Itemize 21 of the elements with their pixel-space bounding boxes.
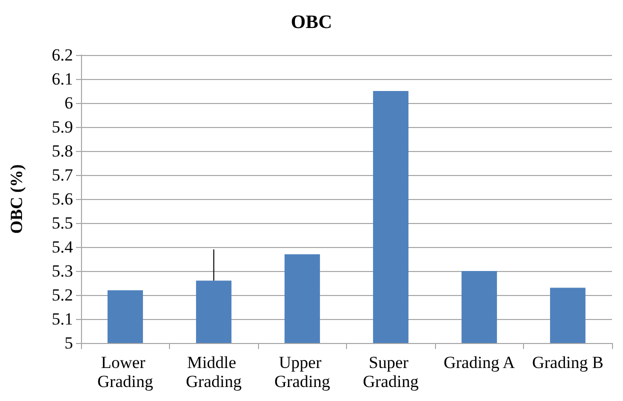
x-tick-label: Super Grading (362, 353, 420, 391)
y-tick-label: 5.3 (52, 262, 73, 280)
y-tick-label: 5.4 (52, 238, 74, 256)
x-tick-label: Middle Grading (186, 353, 242, 391)
y-tick-label: 5.5 (52, 214, 73, 232)
y-tick-label: 5.7 (52, 166, 74, 184)
y-tick-label: 5.8 (52, 142, 73, 160)
x-tick-label: Grading B (532, 353, 604, 372)
y-tick-label: 5.2 (52, 286, 73, 304)
y-tick-label: 5 (64, 334, 73, 352)
y-tick-label: 6.1 (52, 70, 73, 88)
x-tick-label: Lower Grading (97, 353, 154, 391)
x-tick-label: Upper Grading (274, 353, 331, 391)
y-tick-label: 6.2 (52, 46, 73, 64)
y-tick-label: 5.6 (52, 190, 73, 208)
chart-title: OBC (290, 12, 332, 33)
x-tick-label: Grading A (444, 353, 516, 372)
y-tick-label: 5.9 (52, 118, 73, 136)
y-tick-label: 5.1 (52, 310, 73, 328)
y-tick-label: 6 (64, 94, 73, 112)
y-axis-title: OBC (%) (7, 164, 26, 234)
